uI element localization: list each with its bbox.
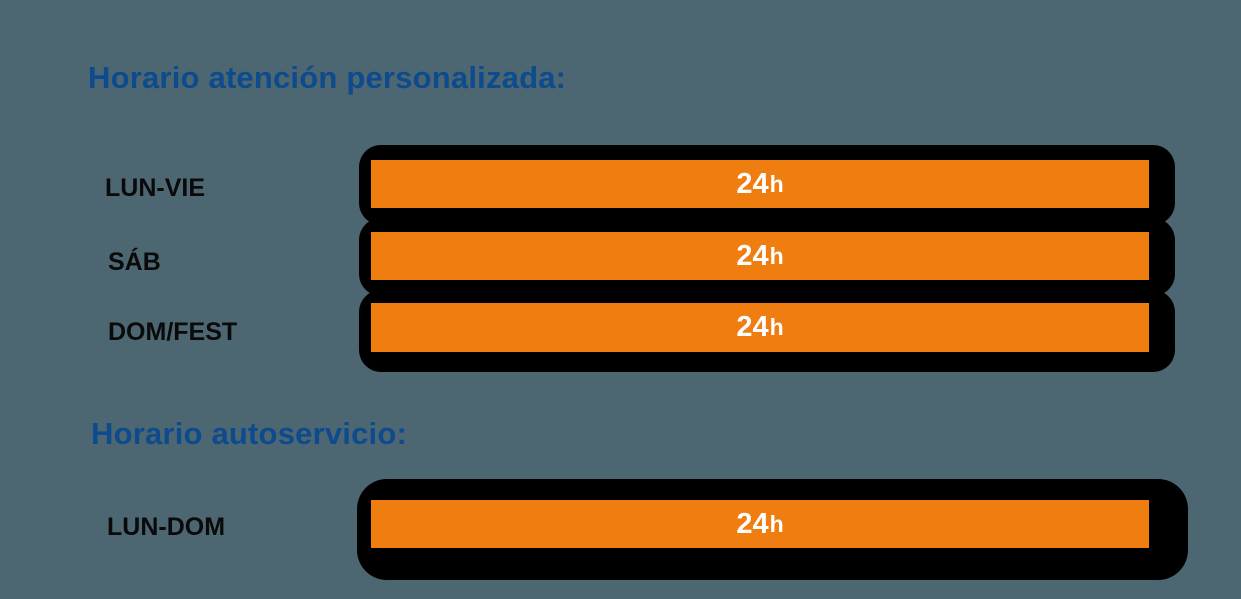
hours-bar-saturday: 24 h: [371, 232, 1149, 280]
hours-bar-weekdays: 24 h: [371, 160, 1149, 208]
label-sunday-holiday: DOM/FEST: [108, 318, 238, 346]
hours-bar-all-week: 24 h: [371, 500, 1149, 548]
hours-value: 24: [736, 239, 769, 272]
hours-unit: h: [769, 510, 784, 537]
label-saturday: SÁB: [108, 248, 161, 276]
label-all-week: LUN-DOM: [107, 513, 226, 541]
hours-value: 24: [736, 167, 769, 200]
title-self-service-hours: Horario autoservicio:: [91, 416, 408, 451]
hours-value: 24: [736, 507, 769, 540]
hours-value: 24: [736, 311, 769, 343]
title-personalized-hours: Horario atención personalizada:: [88, 60, 567, 95]
hours-bar-sunday-holiday: 24 h: [371, 303, 1149, 352]
hours-unit: h: [769, 242, 784, 269]
hours-unit: h: [769, 314, 784, 340]
hours-unit: h: [769, 170, 784, 197]
label-weekdays: LUN-VIE: [105, 174, 205, 202]
